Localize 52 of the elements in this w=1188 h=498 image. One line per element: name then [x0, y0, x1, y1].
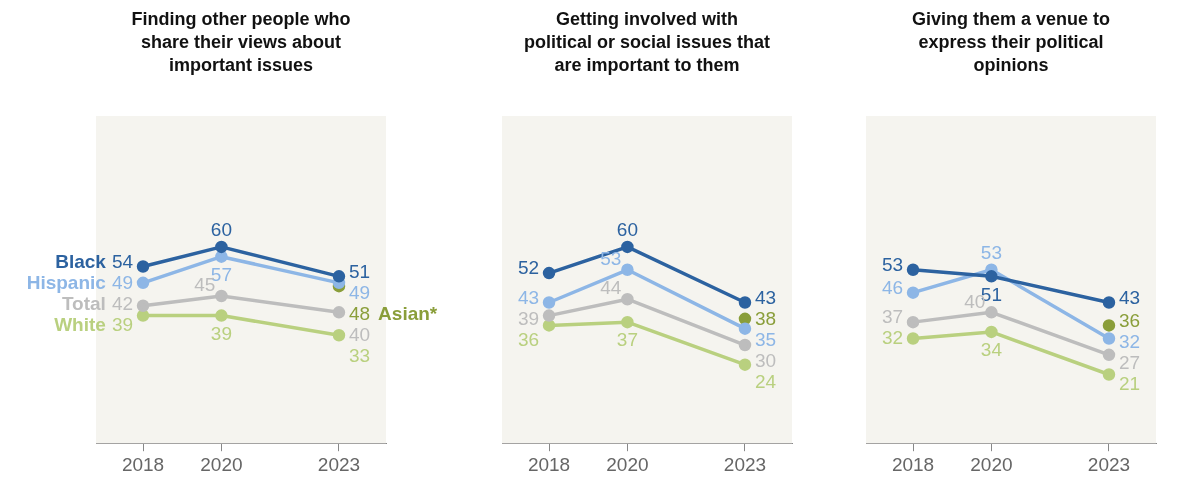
data-label: 34 [980, 339, 1003, 361]
data-label: 43 [1118, 286, 1141, 308]
x-tick-label: 2020 [970, 453, 1013, 475]
data-label: 49 [111, 271, 134, 293]
series-label: Black [55, 250, 107, 272]
data-label: 54 [111, 250, 134, 272]
data-label: 60 [210, 219, 232, 241]
x-tick-label: 2020 [606, 453, 649, 475]
data-label: 36 [517, 328, 540, 350]
data-label: 52 [517, 257, 540, 279]
x-tick-label: 2023 [723, 453, 767, 475]
data-label: 42 [111, 292, 134, 314]
x-tick-label: 2018 [527, 453, 571, 475]
data-label: 39 [111, 313, 134, 335]
x-tick-label: 2020 [200, 453, 243, 475]
data-label: 36 [1118, 309, 1141, 331]
data-label: 37 [881, 306, 904, 328]
chart-title: Giving them a venue to express their political opinions [910, 8, 1111, 77]
data-label: 38 [754, 307, 777, 329]
text: Asian* [378, 302, 438, 324]
data-label: 33 [348, 344, 371, 366]
series-label: Hispanic [26, 271, 107, 293]
data-label: 53 [980, 242, 1002, 264]
x-tick-label: 2023 [1087, 453, 1131, 475]
data-label: 27 [1118, 351, 1141, 373]
data-label: 44 [600, 277, 622, 299]
data-label: 35 [754, 328, 777, 350]
data-label: 43 [754, 286, 777, 308]
data-label: 51 [348, 260, 371, 282]
data-label: 53 [881, 254, 904, 276]
data-label: 48 [348, 302, 371, 324]
data-label: 60 [616, 219, 638, 241]
chart-title: Finding other people who share their views about important issues [130, 8, 352, 77]
data-label: 32 [1118, 330, 1141, 352]
data-label: 30 [754, 349, 777, 371]
series-label: White [54, 313, 106, 335]
data-label: 46 [881, 276, 904, 298]
data-label: 53 [600, 248, 622, 270]
data-label: 32 [881, 327, 904, 349]
data-label: 21 [1118, 372, 1141, 394]
data-label: 49 [348, 281, 371, 303]
x-tick-label: 2018 [891, 453, 935, 475]
data-label: 39 [210, 322, 232, 344]
data-label: 40 [348, 323, 371, 345]
data-label: 39 [517, 307, 540, 329]
x-tick-label: 2023 [317, 453, 361, 475]
data-label: 43 [517, 286, 540, 308]
data-label: 37 [616, 329, 638, 351]
chart-title: Getting involved with political or social issues that are important to them [522, 8, 772, 77]
x-tick-label: 2018 [121, 453, 165, 475]
data-label: 24 [754, 370, 777, 392]
series-label: Total [61, 292, 106, 314]
